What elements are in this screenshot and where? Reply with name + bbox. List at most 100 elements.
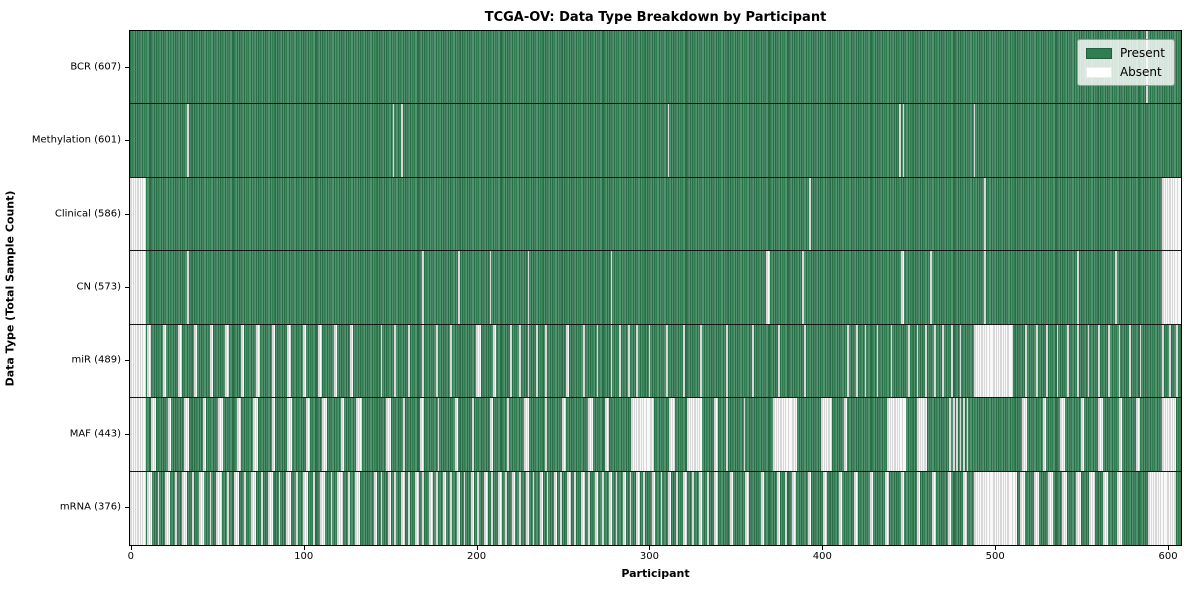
legend-label-present: Present [1119, 46, 1165, 60]
absent-block [1080, 398, 1085, 471]
absent-block [463, 471, 466, 545]
absent-block [226, 471, 229, 545]
absent-block [218, 398, 224, 471]
absent-block [387, 471, 391, 545]
absent-block [1175, 324, 1178, 398]
absent-block [691, 471, 694, 545]
x-tick-mark [649, 546, 651, 550]
absent-block [524, 398, 530, 471]
absent-block [660, 471, 663, 545]
x-tick-mark [130, 546, 132, 550]
absent-block [320, 471, 326, 545]
absent-block [162, 324, 167, 398]
absent-block [512, 471, 516, 545]
absent-block [356, 398, 362, 471]
absent-block [510, 324, 513, 398]
absent-block [854, 471, 858, 545]
absent-block [876, 324, 879, 398]
absent-block [536, 324, 538, 398]
absent-block [823, 471, 827, 545]
absent-block [192, 471, 194, 545]
absent-block [130, 471, 146, 545]
absent-block [422, 471, 424, 545]
absent-block [484, 471, 488, 545]
absent-block [472, 398, 474, 471]
absent-block [1087, 324, 1090, 398]
absent-block [581, 471, 585, 545]
absent-block [949, 398, 952, 471]
absent-block [544, 324, 547, 398]
absent-block [745, 471, 749, 545]
absent-block [667, 471, 672, 545]
absent-block [636, 471, 640, 545]
x-tick-mark [1168, 546, 1170, 550]
absent-block [392, 104, 395, 177]
absent-block [318, 324, 322, 398]
absent-block [916, 471, 920, 545]
absent-block [1021, 398, 1028, 471]
absent-block [890, 324, 893, 398]
absent-block [942, 324, 945, 398]
x-tick-mark [822, 546, 824, 550]
y-tick-label: miR (489) [71, 354, 121, 366]
absent-block [983, 251, 986, 324]
absent-block [1034, 471, 1040, 545]
absent-block [610, 251, 613, 324]
y-tick-mark [125, 140, 129, 142]
y-tick-mark [125, 66, 129, 68]
absent-block [181, 471, 188, 545]
absent-block [899, 104, 901, 177]
absent-block [240, 324, 245, 398]
absent-block [442, 471, 447, 545]
absent-block [278, 471, 281, 545]
absent-block [199, 471, 205, 545]
absent-block [456, 471, 461, 545]
absent-block [683, 471, 687, 545]
absent-block [700, 324, 703, 398]
absent-block [804, 324, 806, 398]
absent-block [380, 324, 383, 398]
absent-block [373, 471, 378, 545]
absent-block [244, 471, 246, 545]
absent-block [959, 398, 962, 471]
data-row-MAF [130, 398, 1181, 472]
absent-block [667, 104, 670, 177]
x-tick-label: 100 [294, 551, 314, 562]
absent-block [596, 324, 599, 398]
absent-block [856, 324, 858, 398]
absent-block [959, 324, 962, 398]
absent-block [518, 471, 521, 545]
absent-block [629, 471, 632, 545]
absent-block [285, 471, 291, 545]
absent-block [1098, 324, 1100, 398]
absent-block [807, 471, 812, 545]
absent-block [544, 398, 547, 471]
absent-block [252, 398, 258, 471]
absent-block [422, 251, 424, 324]
absent-block [686, 398, 703, 471]
absent-block [698, 471, 703, 545]
legend-label-absent: Absent [1119, 65, 1162, 79]
absent-block [209, 324, 213, 398]
absent-block [415, 471, 419, 545]
absent-block [295, 471, 298, 545]
absent-block [130, 398, 146, 471]
absent-block [802, 251, 805, 324]
absent-block [951, 324, 953, 398]
absent-block [601, 471, 604, 545]
absent-block [643, 471, 646, 545]
absent-block [380, 471, 383, 545]
y-tick-label: mRNA (376) [59, 501, 121, 513]
absent-block [627, 324, 630, 398]
absent-block [900, 471, 905, 545]
data-row-mRNA [130, 471, 1181, 545]
absent-block [216, 471, 222, 545]
absent-block [605, 398, 609, 471]
absent-block [256, 324, 260, 398]
absent-block [956, 398, 958, 471]
absent-block [683, 324, 685, 398]
absent-block [1061, 471, 1067, 545]
absent-block [610, 324, 613, 398]
absent-block [582, 324, 585, 398]
absent-block [916, 324, 919, 398]
